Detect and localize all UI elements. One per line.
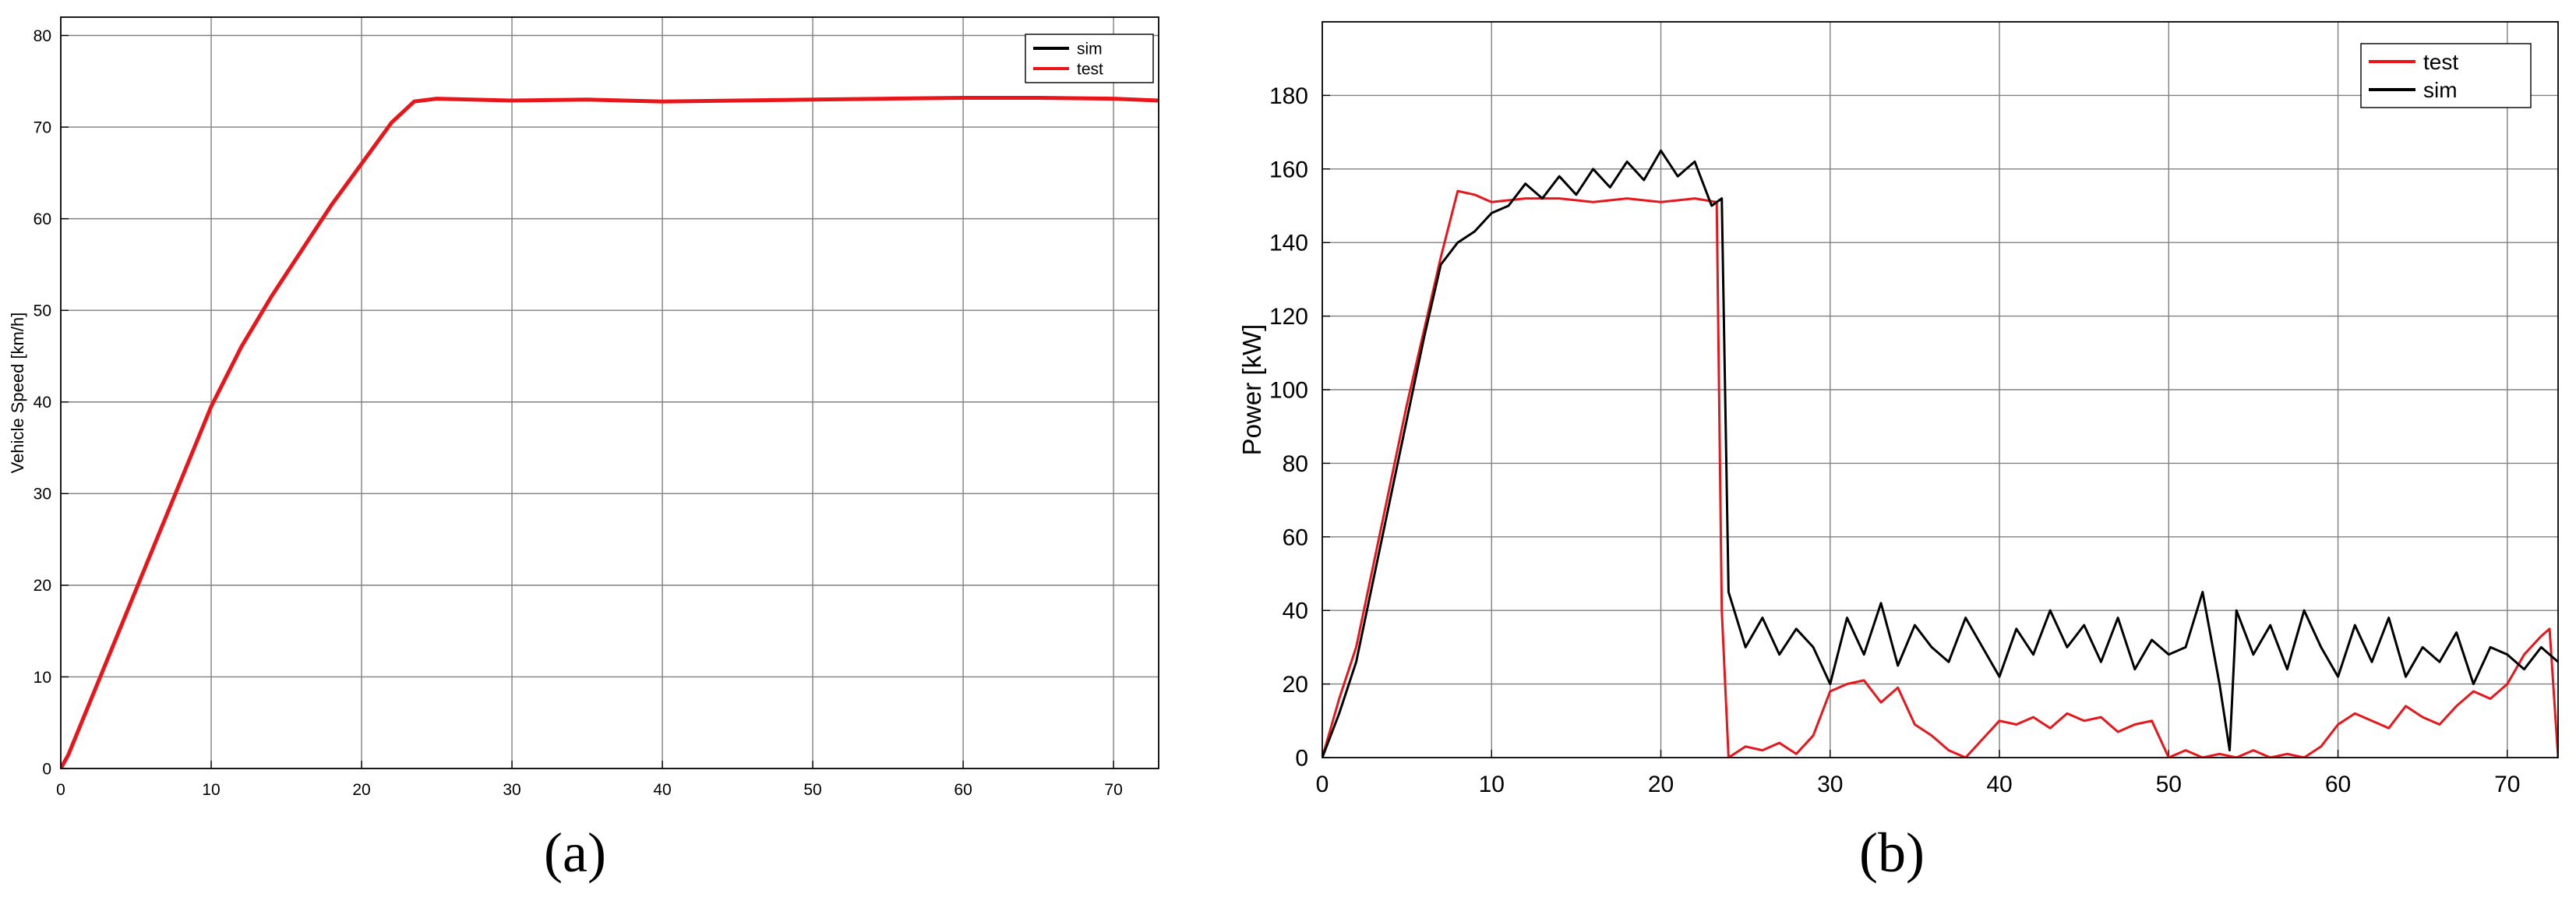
- panel-caption: (a): [544, 822, 606, 884]
- x-tick-label: 50: [2156, 772, 2182, 797]
- x-tick-label: 10: [202, 781, 220, 799]
- y-axis-label: Power [kW]: [1237, 324, 1266, 456]
- y-tick-label: 60: [1283, 525, 1308, 550]
- y-axis-label: Vehicle Speed [km/h]: [8, 313, 27, 474]
- y-tick-label: 140: [1269, 231, 1308, 256]
- panel-caption: (b): [1859, 822, 1925, 884]
- y-tick-label: 60: [34, 210, 51, 228]
- y-tick-label: 80: [34, 27, 51, 45]
- x-tick-label: 60: [2325, 772, 2351, 797]
- y-tick-label: 10: [34, 669, 51, 687]
- series-line-test: [61, 96, 1159, 768]
- y-tick-label: 160: [1269, 157, 1308, 182]
- x-tick-label: 20: [352, 781, 370, 799]
- y-tick-label: 0: [1295, 746, 1308, 772]
- y-tick-label: 40: [1283, 599, 1308, 624]
- x-tick-label: 70: [1104, 781, 1122, 799]
- legend: sim test: [1025, 34, 1154, 83]
- legend: test sim: [2360, 43, 2532, 108]
- legend-label-sim: sim: [2423, 78, 2458, 102]
- y-tick-label: 120: [1269, 304, 1308, 330]
- y-tick-label: 20: [1283, 672, 1308, 698]
- y-tick-label: 30: [34, 486, 51, 504]
- x-tick-label: 40: [653, 781, 671, 799]
- legend-label-test: test: [2423, 50, 2458, 74]
- legend-box: [1025, 34, 1154, 83]
- y-tick-label: 0: [42, 760, 51, 778]
- axes-frame: [1322, 21, 2559, 758]
- x-tick-label: 0: [56, 781, 65, 799]
- chart-b: 0 10 20 30 40 50 60 70 0 20 40 60 80 100 120 140 160 180 P…: [1237, 21, 2559, 884]
- series-line-sim: [1322, 149, 2558, 758]
- y-tick-label: 50: [34, 302, 51, 320]
- y-tick-label: 80: [1283, 451, 1308, 477]
- plot-area: [61, 17, 1159, 768]
- x-tick-label: 0: [1316, 772, 1329, 797]
- axes-frame: [60, 16, 1159, 769]
- legend-label-test: test: [1077, 60, 1103, 78]
- legend-box: [2360, 43, 2532, 108]
- chart-a: 0 10 20 30 40 50 60 70 0 10 20 30 40 50 60 70 80 Vehicle …: [8, 16, 1159, 884]
- x-tick-label: 10: [1479, 772, 1505, 797]
- y-tick-label: 180: [1269, 83, 1308, 109]
- y-tick-label: 70: [34, 118, 51, 136]
- x-tick-label: 30: [503, 781, 520, 799]
- legend-label-sim: sim: [1077, 40, 1103, 58]
- x-tick-label: 50: [803, 781, 821, 799]
- y-tick-label: 20: [34, 577, 51, 595]
- y-tick-label: 40: [34, 394, 51, 412]
- x-tick-label: 30: [1817, 772, 1843, 797]
- x-tick-label: 60: [954, 781, 972, 799]
- x-tick-label: 40: [1986, 772, 2012, 797]
- y-tick-label: 100: [1269, 378, 1308, 404]
- x-tick-label: 70: [2494, 772, 2520, 797]
- x-tick-label: 20: [1648, 772, 1674, 797]
